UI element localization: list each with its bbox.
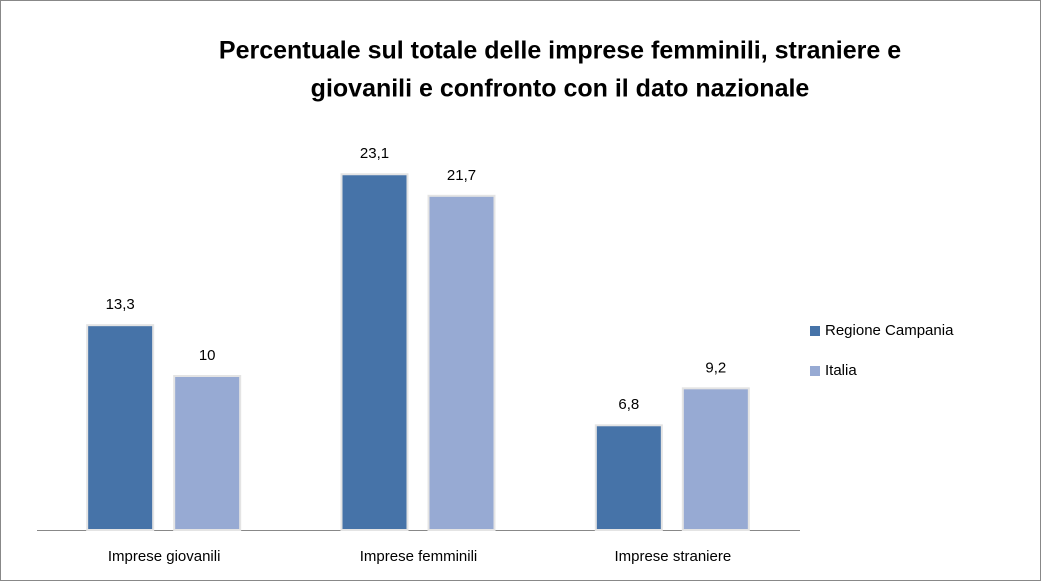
chart-title: giovanili e confronto con il dato nazion… [311, 75, 810, 103]
data-label: 6,8 [618, 396, 639, 413]
data-label: 9,2 [705, 359, 726, 376]
bar [594, 424, 663, 531]
data-label: 21,7 [447, 167, 476, 184]
bar [340, 173, 409, 531]
bar [173, 375, 242, 531]
data-label: 23,1 [360, 145, 389, 162]
x-tick-label: Imprese giovanili [108, 548, 221, 565]
x-tick-label: Imprese femminili [360, 548, 478, 565]
legend-label: Italia [825, 362, 857, 379]
data-label: 10 [199, 347, 216, 364]
legend-swatch [810, 326, 820, 336]
bar [86, 324, 155, 531]
x-tick-label: Imprese straniere [614, 548, 731, 565]
chart-title: Percentuale sul totale delle imprese fem… [219, 37, 901, 65]
legend-swatch [810, 366, 820, 376]
data-label: 13,3 [106, 296, 135, 313]
bar [427, 194, 496, 531]
bar [681, 387, 750, 531]
legend-label: Regione Campania [825, 322, 954, 339]
